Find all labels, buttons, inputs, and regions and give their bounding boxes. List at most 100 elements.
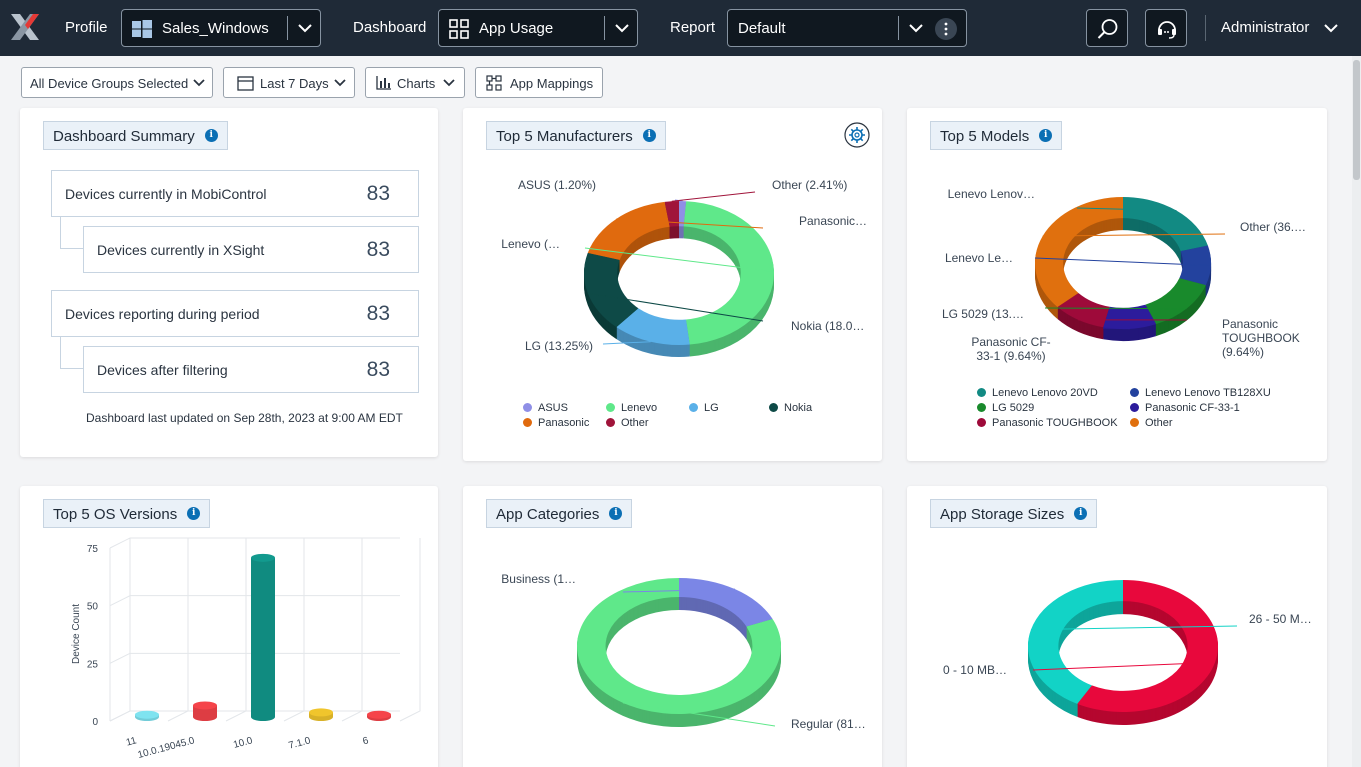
x-tick-label: 6 — [362, 735, 371, 747]
support-button[interactable] — [1145, 9, 1187, 47]
leader-line — [1032, 661, 1216, 671]
leader-line — [1042, 233, 1226, 237]
legend-item[interactable]: Other — [606, 417, 649, 429]
donut-slice[interactable] — [1123, 197, 1208, 252]
chevron-down-icon — [615, 24, 629, 33]
legend-item[interactable]: Other — [1130, 417, 1173, 429]
legend-label: Lenevo Lenovo 20VD — [992, 387, 1098, 399]
legend-item[interactable]: ASUS — [523, 402, 568, 414]
y-tick-label: 0 — [92, 717, 98, 728]
gear-icon[interactable] — [844, 122, 870, 148]
donut-slice[interactable] — [584, 252, 639, 328]
scrollbar-thumb[interactable] — [1353, 60, 1360, 180]
legend-dot — [977, 403, 986, 412]
os-bar[interactable] — [193, 705, 217, 717]
legend-label: LG 5029 — [992, 402, 1035, 414]
profile-select[interactable]: Sales_Windows — [121, 9, 321, 47]
dashboard-select-value: App Usage — [479, 20, 554, 37]
leader-line — [1102, 327, 1130, 330]
search-button[interactable] — [1086, 9, 1128, 47]
legend-label: Other — [1145, 417, 1173, 429]
summary-row-value: 83 — [366, 302, 390, 325]
report-select[interactable]: Default — [727, 9, 967, 47]
select-divider — [287, 16, 288, 40]
legend-label: Lenevo — [621, 402, 658, 414]
legend-item[interactable]: LG 5029 — [977, 402, 1034, 414]
app-mappings-button[interactable]: App Mappings — [475, 67, 603, 98]
summary-row-value: 83 — [366, 358, 390, 381]
info-icon[interactable]: i — [609, 507, 623, 520]
select-divider — [604, 16, 605, 40]
donut-slice[interactable] — [1179, 245, 1211, 286]
legend-dot — [523, 403, 532, 412]
summary-row-label: Devices currently in MobiControl — [65, 186, 267, 202]
legend-item[interactable]: Panasonic CF-33-1 — [1130, 402, 1240, 414]
os-bar-top — [367, 710, 391, 719]
user-menu[interactable]: Administrator — [1221, 10, 1351, 46]
legend-dot — [523, 418, 532, 427]
device-groups-filter[interactable]: All Device Groups Selected — [21, 67, 213, 98]
y-tick-label: 50 — [87, 602, 99, 613]
card-title-text: Top 5 Models — [940, 128, 1030, 145]
leader-line — [587, 292, 764, 322]
donut-slice[interactable] — [1077, 580, 1218, 712]
x-tick-label: 7.1.0 — [287, 735, 312, 751]
legend-item[interactable]: LG — [689, 402, 719, 414]
donut-slice[interactable] — [683, 201, 775, 345]
grid-line — [225, 538, 247, 722]
donut-slice[interactable] — [679, 201, 687, 227]
date-range-filter[interactable]: Last 7 Days — [223, 67, 355, 98]
chevron-down-icon — [193, 79, 205, 87]
card-title-text: Top 5 OS Versions — [53, 506, 178, 523]
donut-slice[interactable] — [616, 308, 690, 345]
report-label: Report — [670, 19, 716, 36]
topbar-divider — [1205, 15, 1206, 41]
legend-item[interactable]: Lenevo — [606, 402, 657, 414]
slice-label: LG 5029 (13.… — [942, 307, 1024, 321]
donut-slice[interactable] — [1057, 292, 1110, 328]
slice-label: ASUS (1.20%) — [518, 178, 596, 192]
info-icon[interactable]: i — [1039, 129, 1053, 142]
more-options-icon[interactable] — [934, 17, 958, 41]
charts-filter[interactable]: Charts — [365, 67, 465, 98]
card-title-text: Top 5 Manufacturers — [496, 128, 633, 145]
legend-item[interactable]: Nokia — [769, 402, 812, 414]
info-icon[interactable]: i — [187, 507, 201, 520]
donut-slice[interactable] — [1028, 580, 1123, 704]
os-bar-top — [135, 710, 159, 719]
app-storage-sizes-card: App Storage Sizes i 0 - 10 MB… 26 - 50 M… — [907, 486, 1327, 767]
donut-slice[interactable] — [664, 201, 679, 227]
slice-label: Business (1… — [501, 572, 576, 586]
leader-line — [622, 588, 736, 593]
info-icon[interactable]: i — [204, 129, 218, 142]
page-scrollbar[interactable] — [1352, 56, 1361, 767]
card-title: Top 5 Manufacturers i — [486, 121, 666, 150]
donut-slice[interactable] — [1103, 304, 1157, 329]
slice-label: Lenevo (… — [501, 237, 560, 251]
os-bar[interactable] — [251, 557, 275, 717]
calendar-icon — [237, 76, 254, 91]
slice-label: Panasonic CF-33-1 (9.64%) — [971, 335, 1050, 363]
slice-label: 26 - 50 M… — [1249, 612, 1312, 626]
grid-line — [399, 538, 421, 722]
card-title-text: Dashboard Summary — [53, 128, 195, 145]
donut-slice[interactable] — [587, 201, 670, 260]
leader-line — [1030, 625, 1238, 631]
dashboard-select[interactable]: App Usage — [438, 9, 638, 47]
legend-label: Panasonic — [538, 417, 590, 429]
slice-label: 0 - 10 MB… — [943, 663, 1007, 677]
legend-item[interactable]: Lenevo Lenovo 20VD — [977, 387, 1098, 399]
legend-dot — [977, 418, 986, 427]
y-tick-label: 75 — [87, 544, 99, 555]
donut-slice[interactable] — [1035, 197, 1123, 308]
donut-slice[interactable] — [1145, 278, 1206, 325]
legend-item[interactable]: Panasonic TOUGHBOOK — [977, 417, 1118, 429]
legend-item[interactable]: Lenevo Lenovo TB128XU — [1130, 387, 1271, 399]
chevron-down-icon — [1324, 24, 1338, 33]
info-icon[interactable]: i — [1074, 507, 1088, 520]
manufacturers-donut-chart: ASUS (1.20%) Lenevo (… LG (13.25%) Nokia (1… — [501, 178, 867, 357]
info-icon[interactable]: i — [642, 129, 656, 142]
slice-label: Nokia (18.0… — [791, 319, 864, 333]
legend-item[interactable]: Panasonic — [523, 417, 589, 429]
chevron-down-icon — [909, 24, 923, 33]
